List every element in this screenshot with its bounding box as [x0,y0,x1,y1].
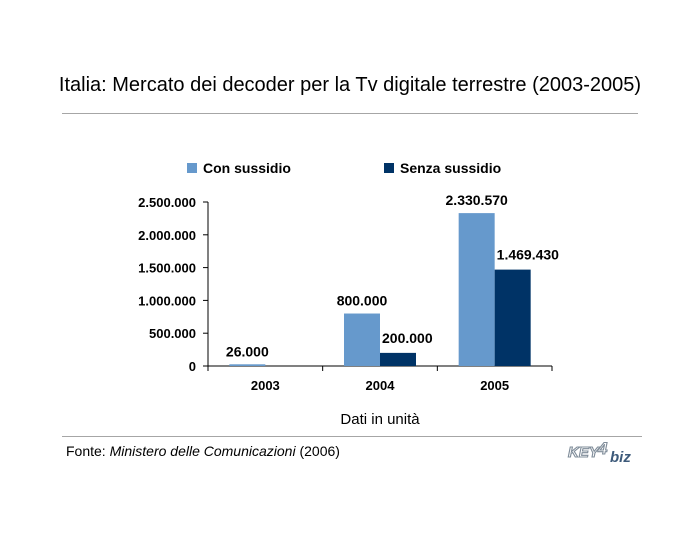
legend-swatch-senza-sussidio [384,163,394,173]
legend-label-con-sussidio: Con sussidio [203,160,291,176]
x-axis-title: Dati in unità [340,411,420,428]
y-tick-label: 500.000 [149,326,196,341]
y-tick-label: 2.000.000 [138,228,196,243]
x-tick-label: 2003 [251,378,280,393]
bar-senza-sussidio [380,352,416,366]
source-prefix: Fonte: [66,443,110,459]
y-tick-label: 1.500.000 [138,261,196,276]
bar-con-sussidio [229,364,266,366]
legend-label-senza-sussidio: Senza sussidio [400,160,502,176]
data-label: 26.000 [226,343,269,359]
data-label: 800.000 [337,293,388,309]
logo-text-four: 4 [597,441,608,458]
legend-item-con-sussidio: Con sussidio [187,160,291,176]
data-label: 1.469.430 [497,247,559,263]
logo-text-biz: biz [610,449,631,465]
source-note: Fonte: Ministero delle Comunicazioni (20… [66,443,340,459]
key4biz-logo: KEY 4 biz [567,441,631,465]
legend-item-senza-sussidio: Senza sussidio [384,160,501,176]
y-tick-label: 2.500.000 [138,195,196,210]
bar-senza-sussidio [494,269,531,366]
footer-divider [62,436,642,437]
logo-text-key: KEY [568,444,601,461]
y-tick-label: 1.000.000 [138,293,196,308]
x-tick-label: 2005 [480,378,509,393]
source-suffix: (2006) [295,443,340,459]
data-label: 200.000 [382,330,433,346]
x-tick-label: 2004 [366,378,396,393]
legend-swatch-con-sussidio [187,163,197,173]
chart-title: Italia: Mercato dei decoder per la Tv di… [58,74,642,96]
source-name: Ministero delle Comunicazioni [109,443,296,459]
title-divider [62,113,638,114]
bar-con-sussidio [344,313,380,366]
y-tick-label: 0 [189,359,196,374]
bar-con-sussidio [458,213,495,366]
data-label: 2.330.570 [446,192,508,208]
